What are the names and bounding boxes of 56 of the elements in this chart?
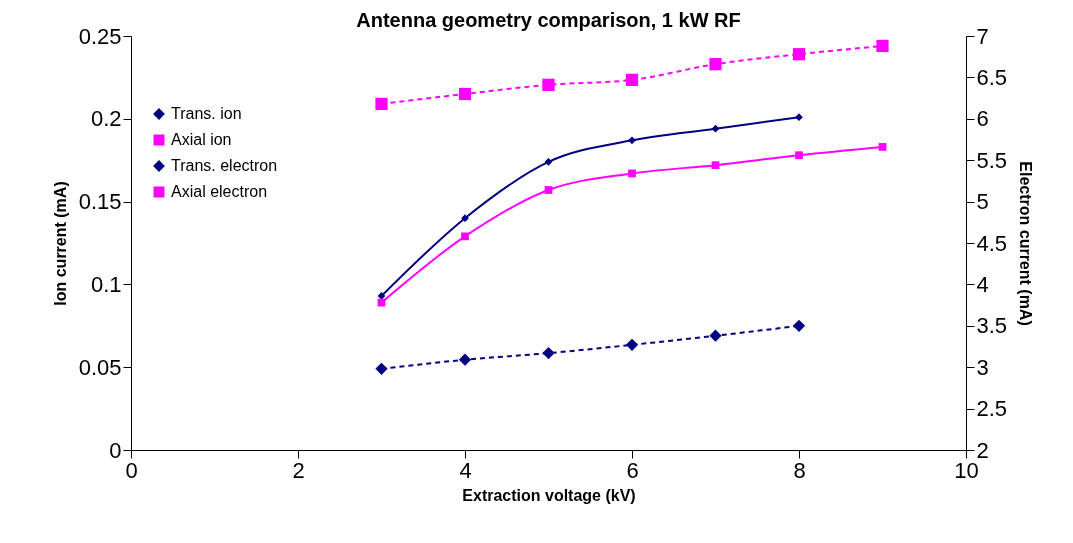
y-tick-label: 0 [109,437,122,463]
y2-tick-label: 4 [976,271,989,297]
point [711,161,720,170]
y2-tick-label: 6.5 [976,64,1008,90]
y2-tick-label: 3 [976,354,989,380]
x-tick-label: 8 [793,457,806,483]
x-tick-label: 10 [954,457,979,483]
y-tick-label: 0.2 [90,106,122,132]
legend-label: Axial ion [171,131,232,148]
x-tick-label: 0 [125,457,138,483]
point [625,338,639,351]
point [544,186,553,194]
x-tick-label: 6 [626,457,639,483]
point [795,151,803,160]
legend-label: Axial electron [171,183,268,200]
point [461,214,469,223]
y2-tick-label: 5 [976,189,989,215]
y2-tick-label: 3.5 [976,313,1008,339]
x-axis-title: Extraction voltage (kV) [462,486,636,504]
point [458,353,472,366]
y-axis-title: Ion current (mA) [51,181,69,306]
y2-tick-label: 5.5 [976,147,1008,173]
point [461,232,469,241]
point [628,169,636,178]
legend-label: Trans. electron [171,157,278,174]
x-tick-label: 2 [292,457,305,483]
point [375,362,388,375]
point [542,78,555,91]
point [544,157,553,166]
point [709,58,722,71]
point [709,329,722,342]
y2-tick-label: 2 [976,437,989,463]
y2-tick-label: 4.5 [976,230,1008,256]
legend-label: Trans. ion [171,105,242,122]
y-tick-label: 0.05 [78,354,122,380]
point [792,48,806,61]
point [377,292,386,300]
point [375,97,388,111]
chart-title: Antenna geometry comparison, 1 kW RF [356,9,741,31]
point [792,319,806,332]
y-tick-label: 0.15 [78,189,122,215]
point [711,124,720,133]
point [876,39,889,53]
point [542,347,555,360]
point [628,136,636,145]
y-tick-label: 0.25 [78,23,122,49]
y2-tick-label: 6 [976,106,989,132]
point [458,87,472,101]
x-tick-label: 4 [459,457,472,483]
point [625,73,639,87]
point [795,113,803,122]
point [878,143,887,151]
y2-axis-title: Electron current (mA) [1017,161,1035,326]
y2-tick-label: 7 [976,23,989,49]
y-tick-label: 0.1 [90,271,122,297]
y2-tick-label: 2.5 [976,396,1008,422]
